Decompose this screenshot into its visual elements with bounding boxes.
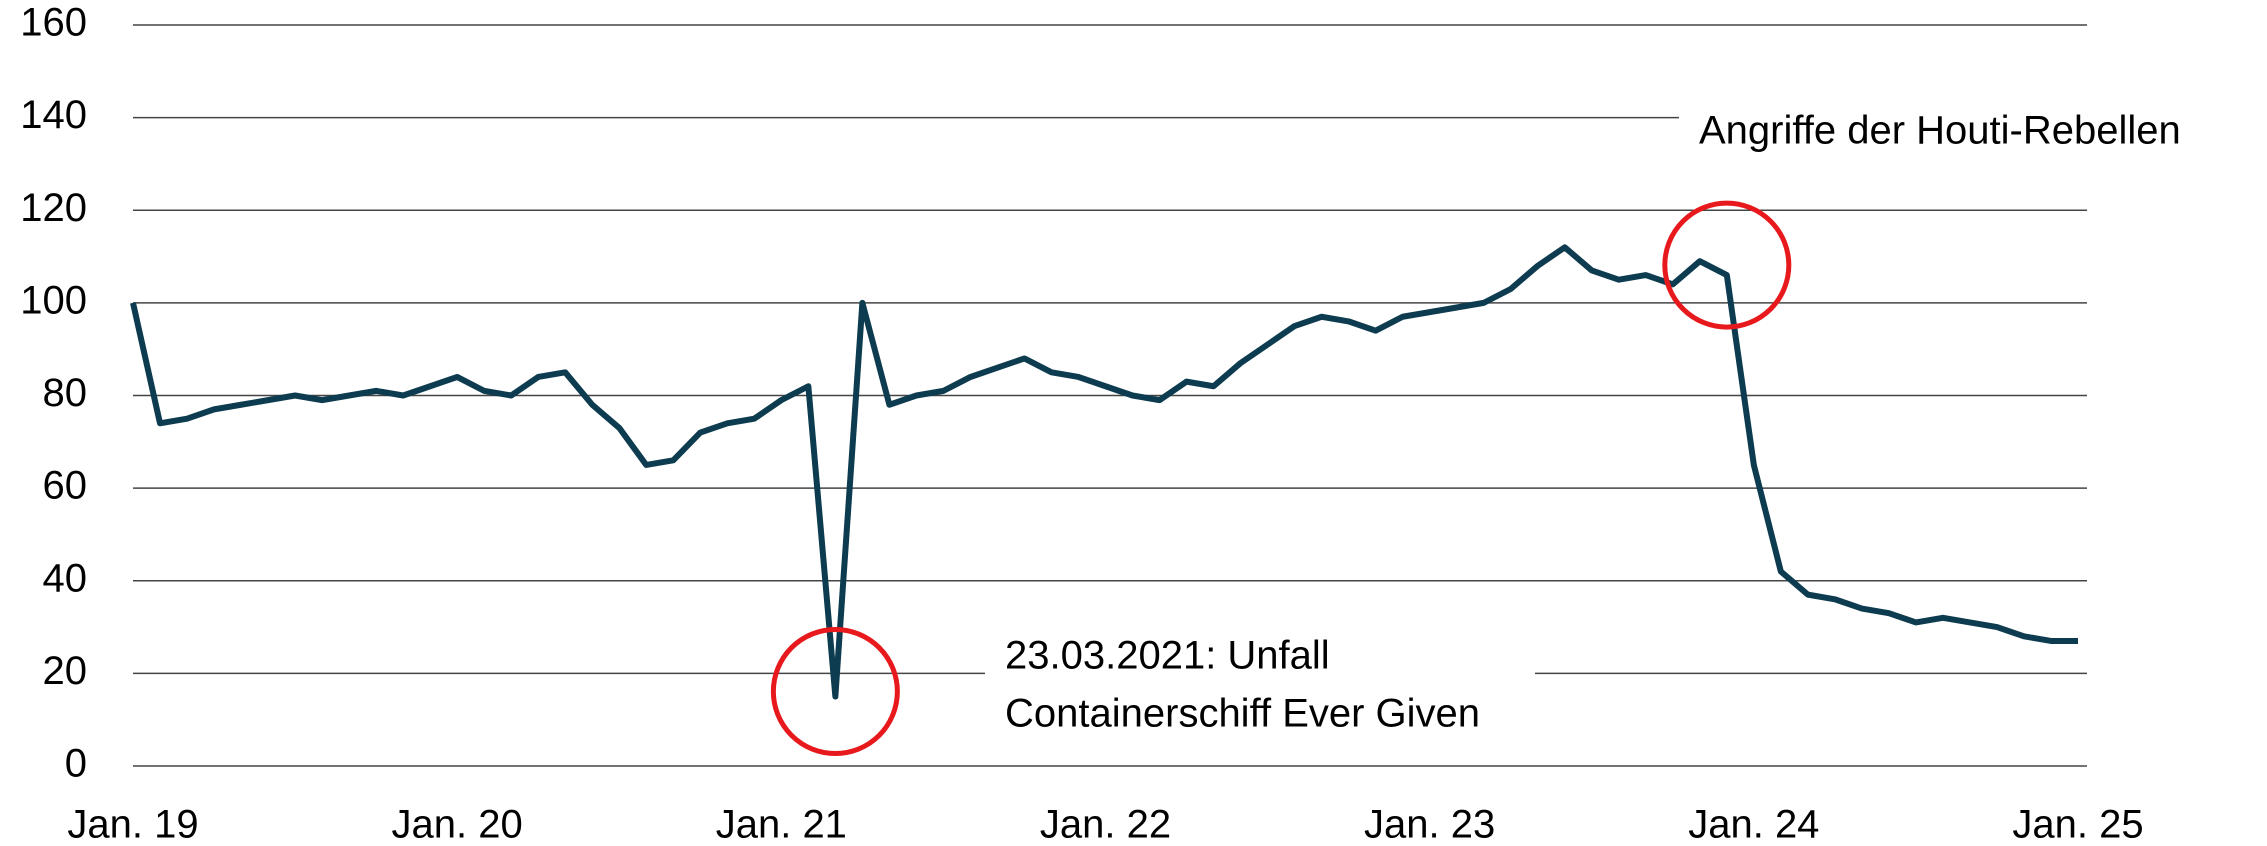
annotation: Containerschiff Ever Given [1005, 692, 1480, 736]
x-tick-label: Jan. 19 [67, 803, 198, 846]
label-background [985, 690, 1535, 742]
x-tick-label: Jan. 21 [716, 803, 847, 846]
x-tick-label: Jan. 23 [1364, 803, 1495, 846]
y-tick-label: 160 [20, 1, 87, 45]
x-tick-label: Jan. 24 [1688, 803, 1819, 846]
y-tick-label: 80 [43, 371, 88, 415]
annotation: 23.03.2021: Unfall [1005, 634, 1330, 678]
y-tick-label: 40 [43, 556, 88, 600]
y-tick-label: 100 [20, 278, 87, 322]
y-tick-label: 60 [43, 464, 88, 508]
y-tick-label: 140 [20, 93, 87, 137]
highlight-circle [1662, 200, 1792, 330]
line [130, 244, 2078, 700]
x-tick-label: Jan. 25 [2012, 803, 2143, 846]
label-background [985, 632, 1535, 684]
annotation: Angriffe der Houti-Rebellen [1699, 109, 2181, 153]
y-tick-label: 0 [65, 742, 87, 786]
y-tick-label: 120 [20, 186, 87, 230]
y-tick-label: 20 [43, 649, 88, 693]
x-tick-label: Jan. 22 [1040, 803, 1171, 846]
highlight-circle [770, 627, 900, 757]
label-background [1679, 107, 2239, 159]
x-tick-label: Jan. 20 [392, 803, 523, 846]
